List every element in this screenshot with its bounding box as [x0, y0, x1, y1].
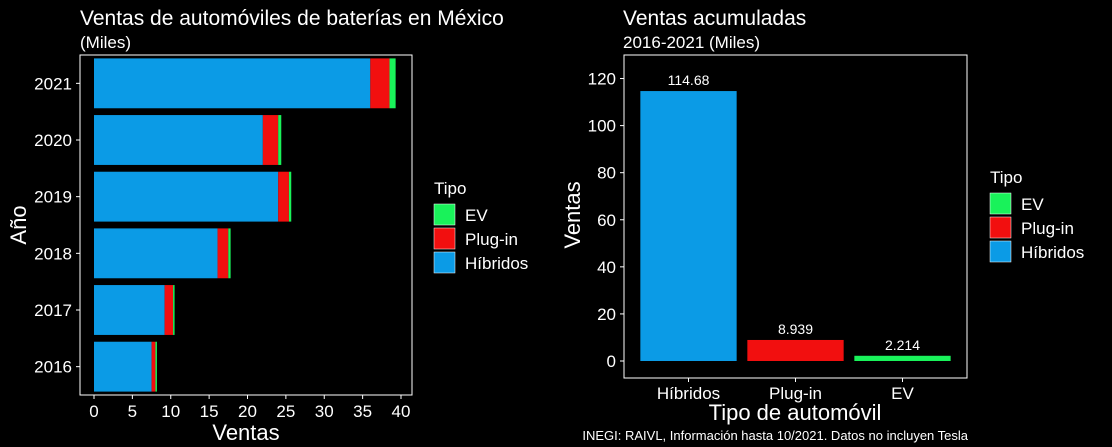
legend-label-ev: EV [465, 206, 488, 225]
y-tick-label-20: 20 [597, 305, 616, 324]
legend-label-ev: EV [1021, 195, 1044, 214]
legend-label-hibridos: Híbridos [1021, 243, 1084, 262]
x-tick-label-20: 20 [238, 402, 257, 421]
right-y-ticks: 0 20 40 60 80 100 120 [588, 70, 624, 371]
y-tick-label-2021: 2021 [34, 74, 72, 93]
data-label-ev: 2.214 [885, 337, 920, 353]
left-bars [94, 58, 396, 392]
left-chart-title: Ventas de automóviles de baterías en Méx… [80, 7, 504, 30]
legend-key-ev [989, 192, 1012, 215]
left-y-axis-title: Año [6, 205, 31, 244]
bar-plug-in [747, 339, 844, 361]
x-tick-label-35: 35 [353, 402, 372, 421]
y-tick-label-80: 80 [597, 164, 616, 183]
y-tick-label-0: 0 [607, 352, 616, 371]
bar-2019-hibridos [94, 171, 279, 222]
y-tick-label-2016: 2016 [34, 358, 72, 377]
bar-hibridos [640, 91, 737, 362]
y-tick-label-2019: 2019 [34, 188, 72, 207]
x-tick-label-plug-in: Plug-in [769, 384, 822, 403]
legend-key-ev [433, 203, 456, 226]
x-tick-label-0: 0 [89, 402, 98, 421]
y-tick-label-40: 40 [597, 258, 616, 277]
right-chart: Ventas acumuladas 2016-2021 (Miles) 114.… [560, 7, 1084, 425]
legend-label-plug-in: Plug-in [465, 230, 518, 249]
x-tick-label-5: 5 [128, 402, 137, 421]
x-tick-label-ev: EV [891, 384, 914, 403]
legend-key-plug-in [989, 216, 1012, 239]
right-x-axis-title: Tipo de automóvil [709, 400, 882, 425]
right-y-axis-title: Ventas [560, 181, 585, 248]
left-y-ticks: 2016 2017 2018 2019 2020 2021 [34, 74, 80, 377]
right-chart-subtitle: 2016-2021 (Miles) [623, 33, 760, 52]
bar-2017-plug-in [164, 285, 174, 335]
bar-2019-plug-in [278, 171, 289, 222]
bar-2020-hibridos [94, 115, 263, 165]
right-x-ticks: Híbridos Plug-in EV [657, 378, 914, 403]
left-legend: Tipo EV Plug-in Híbridos [433, 179, 528, 274]
left-legend-title: Tipo [434, 179, 466, 198]
bar-2019-ev [288, 171, 292, 222]
left-x-axis-title: Ventas [212, 420, 279, 445]
left-plot-panel [79, 54, 413, 396]
bar-2016-hibridos [94, 341, 152, 392]
x-tick-label-hibridos: Híbridos [657, 384, 720, 403]
bar-2016-plug-in [151, 341, 156, 392]
bar-ev [854, 355, 951, 361]
caption: INEGI: RAIVL, Información hasta 10/2021.… [582, 428, 968, 443]
bar-2016-ev [155, 341, 157, 392]
left-chart: Ventas de automóviles de baterías en Méx… [6, 7, 528, 445]
data-label-plug-in: 8.939 [778, 321, 813, 337]
legend-key-hibridos [989, 240, 1012, 263]
bar-2018-plug-in [217, 228, 229, 279]
bar-2018-hibridos [94, 228, 218, 279]
y-tick-label-2020: 2020 [34, 131, 72, 150]
bar-2017-ev [173, 285, 175, 335]
legend-label-hibridos: Híbridos [465, 254, 528, 273]
x-tick-label-30: 30 [315, 402, 334, 421]
bar-2020-ev [278, 115, 282, 165]
y-tick-label-120: 120 [588, 70, 616, 89]
bar-2021-plug-in [370, 58, 390, 109]
left-chart-subtitle: (Miles) [80, 33, 131, 52]
right-legend-title: Tipo [990, 168, 1022, 187]
y-tick-label-2017: 2017 [34, 301, 72, 320]
bar-2021-ev [389, 58, 396, 109]
legend-label-plug-in: Plug-in [1021, 219, 1074, 238]
data-label-hibridos: 114.68 [668, 72, 710, 88]
y-tick-label-60: 60 [597, 211, 616, 230]
bar-2018-ev [228, 228, 231, 279]
x-tick-label-10: 10 [161, 402, 180, 421]
right-chart-title: Ventas acumuladas [623, 7, 806, 30]
bar-2017-hibridos [94, 285, 165, 335]
x-tick-label-15: 15 [200, 402, 219, 421]
legend-key-hibridos [433, 251, 456, 274]
x-tick-label-40: 40 [392, 402, 411, 421]
x-tick-label-25: 25 [276, 402, 295, 421]
right-bars: 114.68 8.939 2.214 [640, 72, 951, 362]
right-legend: Tipo EV Plug-in Híbridos [989, 168, 1084, 263]
left-x-ticks: 0 5 10 15 20 25 30 35 40 [89, 395, 410, 421]
y-tick-label-2018: 2018 [34, 244, 72, 263]
bar-2021-hibridos [94, 58, 371, 109]
legend-key-plug-in [433, 227, 456, 250]
y-tick-label-100: 100 [588, 117, 616, 136]
bar-2020-plug-in [262, 115, 279, 165]
